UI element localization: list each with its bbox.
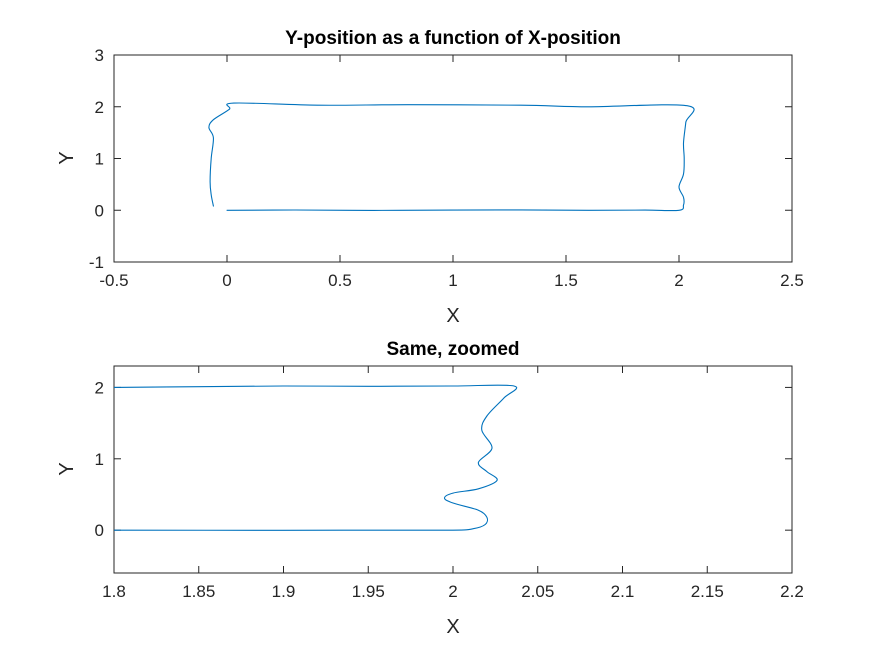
series-line — [208, 102, 695, 212]
bottom-plot-x-ticks: 1.8 1.85 1.9 1.95 2 2.05 2.1 2.15 2.2 — [102, 366, 804, 601]
x-tick-label: 2 — [674, 271, 683, 290]
series-line — [114, 384, 518, 531]
top-plot: Y-position as a function of X-position -… — [56, 28, 804, 327]
x-tick-label: 2.05 — [521, 582, 554, 601]
y-tick-label: 0 — [95, 201, 104, 220]
top-plot-x-label: X — [446, 305, 459, 327]
y-tick-label: 1 — [95, 150, 104, 169]
y-tick-label: 3 — [95, 46, 104, 65]
bottom-plot-series — [114, 384, 518, 531]
top-plot-y-ticks: -1 0 1 2 3 — [89, 46, 792, 272]
bottom-plot-y-label: Y — [56, 462, 78, 475]
top-plot-x-ticks: -0.5 0 0.5 1 1.5 2 2.5 — [99, 55, 804, 290]
x-tick-label: 0.5 — [328, 271, 352, 290]
x-tick-label: 2.1 — [611, 582, 635, 601]
x-tick-label: 0 — [222, 271, 231, 290]
y-tick-label: 2 — [95, 98, 104, 117]
bottom-plot: Same, zoomed 1.8 1.85 1.9 1.95 2 2.05 2.1 2.15 2… — [56, 339, 804, 638]
top-plot-title: Y-position as a function of X-position — [285, 28, 621, 49]
x-tick-label: 1.95 — [352, 582, 385, 601]
x-tick-label: 2.2 — [780, 582, 804, 601]
y-tick-label: 1 — [95, 450, 104, 469]
y-tick-label: 2 — [95, 378, 104, 397]
x-tick-label: 1.5 — [554, 271, 578, 290]
y-tick-label: 0 — [95, 521, 104, 540]
x-tick-label: 2.5 — [780, 271, 804, 290]
x-tick-label: 2.15 — [691, 582, 724, 601]
top-plot-y-label: Y — [56, 151, 78, 164]
x-tick-label: 1 — [448, 271, 457, 290]
x-tick-label: 1.8 — [102, 582, 126, 601]
x-tick-label: 1.9 — [272, 582, 296, 601]
x-tick-label: -0.5 — [99, 271, 128, 290]
x-tick-label: 2 — [448, 582, 457, 601]
bottom-plot-axes-frame — [113, 365, 793, 574]
x-tick-label: 1.85 — [182, 582, 215, 601]
top-plot-axes-frame — [113, 54, 793, 263]
top-plot-series — [208, 102, 695, 212]
bottom-plot-title: Same, zoomed — [386, 339, 519, 360]
bottom-plot-x-label: X — [446, 616, 459, 638]
y-tick-label: -1 — [89, 253, 104, 272]
